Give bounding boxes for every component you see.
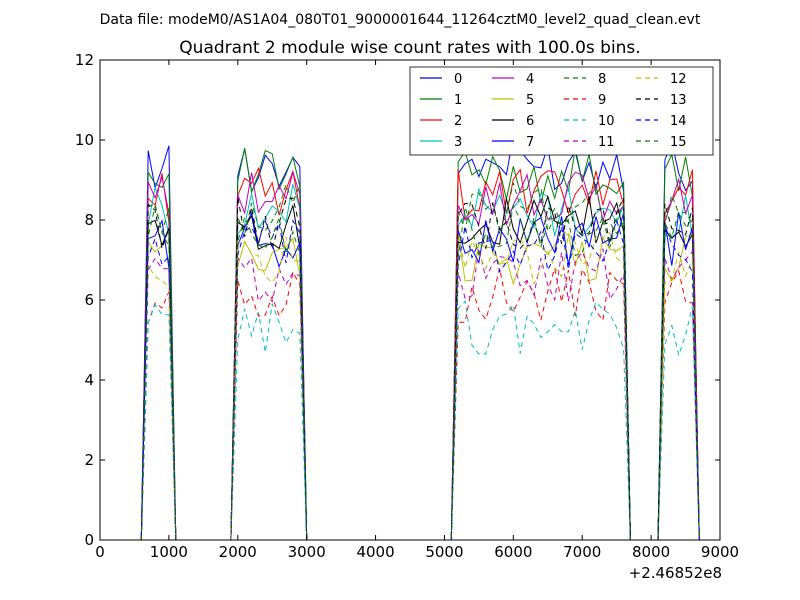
y-tick-label: 2	[84, 451, 94, 469]
series-line-9	[140, 267, 700, 541]
legend-label-8: 8	[598, 72, 606, 87]
series-line-7	[140, 211, 700, 541]
x-offset-label: +2.46852e8	[629, 564, 722, 582]
x-tick-label: 5000	[425, 543, 463, 561]
series-line-1	[140, 148, 700, 541]
x-tick-label: 9000	[701, 543, 739, 561]
y-tick-label: 4	[84, 371, 94, 389]
series-line-13	[140, 196, 700, 541]
series-line-3	[140, 183, 700, 541]
chart-title: Quadrant 2 module wise count rates with …	[179, 38, 640, 58]
y-tick-label: 0	[84, 531, 94, 549]
series-line-11	[140, 248, 700, 541]
series-line-0	[140, 135, 700, 541]
legend-label-1: 1	[454, 93, 462, 108]
legend-label-0: 0	[454, 72, 462, 87]
y-tick-label: 8	[84, 211, 94, 229]
series-line-5	[140, 229, 700, 541]
series-line-15	[140, 203, 700, 541]
legend-label-6: 6	[526, 114, 534, 129]
series-line-14	[140, 218, 700, 541]
series-line-4	[140, 170, 700, 541]
legend-label-10: 10	[598, 114, 615, 129]
series-line-10	[140, 300, 700, 541]
legend-label-5: 5	[526, 93, 534, 108]
series-line-12	[140, 231, 700, 541]
x-tick-label: 0	[95, 543, 105, 561]
x-tick-label: 3000	[288, 543, 326, 561]
y-tick-label: 6	[84, 291, 94, 309]
y-tick-label: 12	[75, 51, 94, 69]
x-tick-label: 2000	[219, 543, 257, 561]
series-line-6	[140, 194, 700, 541]
series-layer	[140, 135, 700, 541]
series-line-8	[140, 182, 700, 541]
legend-label-11: 11	[598, 135, 615, 150]
x-tick-label: 4000	[356, 543, 394, 561]
data-file-suptitle: Data file: modeM0/AS1A04_080T01_90000016…	[100, 12, 701, 28]
legend-label-3: 3	[454, 135, 462, 150]
legend-label-14: 14	[670, 114, 687, 129]
y-tick-label: 10	[75, 131, 94, 149]
legend-label-9: 9	[598, 93, 606, 108]
x-tick-label: 6000	[494, 543, 532, 561]
legend-label-4: 4	[526, 72, 534, 87]
legend-frame	[409, 66, 714, 156]
legend-label-15: 15	[670, 135, 687, 150]
ticks-layer: 0 1000 2000 3000 4000 5000 6000 7000 8000 9000 0 2 4…	[75, 51, 739, 561]
x-tick-label: 8000	[632, 543, 670, 561]
x-tick-label: 7000	[563, 543, 601, 561]
legend-label-12: 12	[670, 72, 687, 87]
legend-label-7: 7	[526, 135, 534, 150]
x-tick-label: 1000	[150, 543, 188, 561]
legend-label-2: 2	[454, 114, 462, 129]
legend-label-13: 13	[670, 93, 687, 108]
